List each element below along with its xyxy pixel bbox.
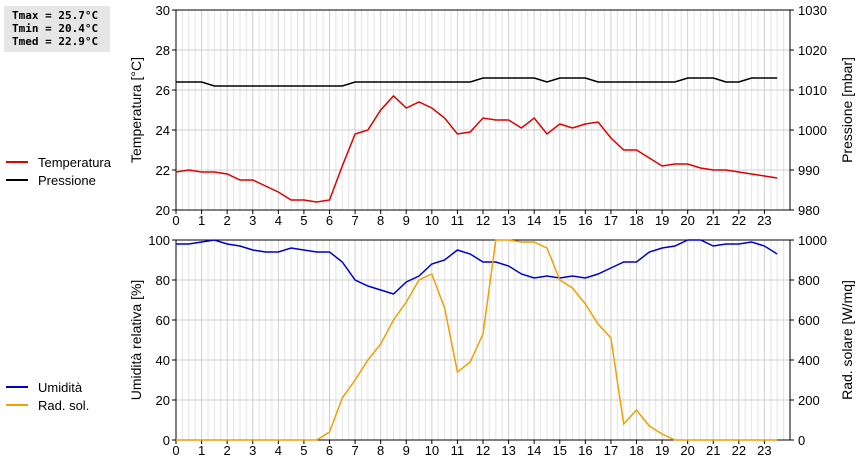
tmax-text: Tmax = 25.7°C — [12, 9, 99, 22]
x-tick-label: 12 — [476, 443, 490, 458]
y-axis-label: Umidità relativa [%] — [128, 280, 144, 401]
x-tick-label: 0 — [172, 213, 179, 228]
x-tick-label: 8 — [377, 213, 384, 228]
x-tick-label: 1 — [198, 213, 205, 228]
legend-label: Temperatura — [38, 155, 112, 170]
x-tick-label: 23 — [757, 443, 771, 458]
x-tick-label: 17 — [604, 443, 618, 458]
y2-tick-label: 990 — [798, 163, 820, 178]
legend-label: Rad. sol. — [38, 398, 89, 413]
x-tick-label: 5 — [300, 443, 307, 458]
x-tick-label: 19 — [655, 213, 669, 228]
x-tick-label: 16 — [578, 213, 592, 228]
y2-tick-label: 1030 — [798, 3, 827, 18]
x-tick-label: 6 — [326, 213, 333, 228]
chart-panel-1: 0 1 2 3 4 5 6 7 8 9 10 11 12 13 14 15 16 17 18 19 20 21 22 2320… — [6, 3, 855, 228]
x-tick-label: 14 — [527, 213, 541, 228]
y2-tick-label: 1010 — [798, 83, 827, 98]
stats-box: Tmax = 25.7°C Tmin = 20.4°C Tmed = 22.9°… — [4, 6, 110, 52]
y2-tick-label: 1020 — [798, 43, 827, 58]
x-tick-label: 19 — [655, 443, 669, 458]
y-tick-label: 20 — [156, 203, 170, 218]
x-tick-label: 7 — [351, 213, 358, 228]
series-line-rad-sol- — [176, 239, 778, 441]
x-tick-label: 9 — [403, 443, 410, 458]
y-tick-label: 40 — [156, 353, 170, 368]
x-tick-label: 18 — [629, 213, 643, 228]
x-tick-label: 13 — [501, 443, 515, 458]
x-tick-label: 1 — [198, 443, 205, 458]
y-tick-label: 60 — [156, 313, 170, 328]
y-tick-label: 100 — [148, 233, 170, 248]
series-line-pressione — [176, 77, 778, 87]
y-axis-label: Temperatura [°C] — [128, 57, 144, 163]
y2-axis-label: Pressione [mbar] — [839, 57, 855, 163]
x-tick-label: 21 — [706, 213, 720, 228]
x-tick-label: 4 — [275, 213, 282, 228]
x-tick-label: 14 — [527, 443, 541, 458]
y2-tick-label: 200 — [798, 393, 820, 408]
x-tick-label: 10 — [425, 443, 439, 458]
y2-tick-label: 400 — [798, 353, 820, 368]
x-tick-label: 20 — [680, 443, 694, 458]
series-line-umidit- — [176, 239, 778, 295]
y-tick-label: 20 — [156, 393, 170, 408]
legend-label: Umidità — [38, 380, 83, 395]
x-tick-label: 3 — [249, 443, 256, 458]
x-tick-label: 11 — [451, 213, 465, 228]
x-tick-label: 18 — [629, 443, 643, 458]
x-tick-label: 23 — [757, 213, 771, 228]
x-tick-label: 12 — [476, 213, 490, 228]
x-tick-label: 10 — [425, 213, 439, 228]
x-tick-label: 7 — [351, 443, 358, 458]
x-tick-label: 15 — [553, 213, 567, 228]
legend-label: Pressione — [38, 173, 96, 188]
y2-tick-label: 800 — [798, 273, 820, 288]
y-tick-label: 26 — [156, 83, 170, 98]
y2-tick-label: 0 — [798, 433, 805, 448]
x-tick-label: 16 — [578, 443, 592, 458]
x-tick-label: 22 — [732, 213, 746, 228]
x-tick-label: 5 — [300, 213, 307, 228]
x-tick-label: 0 — [172, 443, 179, 458]
x-tick-label: 4 — [275, 443, 282, 458]
y-tick-label: 80 — [156, 273, 170, 288]
y2-tick-label: 600 — [798, 313, 820, 328]
x-tick-label: 8 — [377, 443, 384, 458]
y-tick-label: 28 — [156, 43, 170, 58]
y2-tick-label: 980 — [798, 203, 820, 218]
x-tick-label: 22 — [732, 443, 746, 458]
x-tick-label: 11 — [451, 443, 465, 458]
series-line-temperatura — [176, 94, 778, 203]
y2-tick-label: 1000 — [798, 233, 827, 248]
y-tick-label: 22 — [156, 163, 170, 178]
tmed-text: Tmed = 22.9°C — [12, 35, 99, 48]
x-tick-label: 3 — [249, 213, 256, 228]
x-tick-label: 2 — [224, 213, 231, 228]
chart-panel-2: 0 1 2 3 4 5 6 7 8 9 10 11 12 13 14 15 16 17 18 19 20 21 22 2302… — [6, 233, 855, 458]
x-tick-label: 9 — [403, 213, 410, 228]
y-tick-label: 30 — [156, 3, 170, 18]
x-tick-label: 20 — [680, 213, 694, 228]
x-tick-label: 13 — [501, 213, 515, 228]
x-tick-label: 17 — [604, 213, 618, 228]
y-tick-label: 24 — [156, 123, 170, 138]
y-tick-label: 0 — [163, 433, 170, 448]
x-tick-label: 6 — [326, 443, 333, 458]
x-tick-label: 21 — [706, 443, 720, 458]
x-tick-label: 2 — [224, 443, 231, 458]
x-tick-label: 15 — [553, 443, 567, 458]
y2-tick-label: 1000 — [798, 123, 827, 138]
y2-axis-label: Rad. solare [W/mq] — [839, 280, 855, 400]
tmin-text: Tmin = 20.4°C — [12, 22, 99, 35]
